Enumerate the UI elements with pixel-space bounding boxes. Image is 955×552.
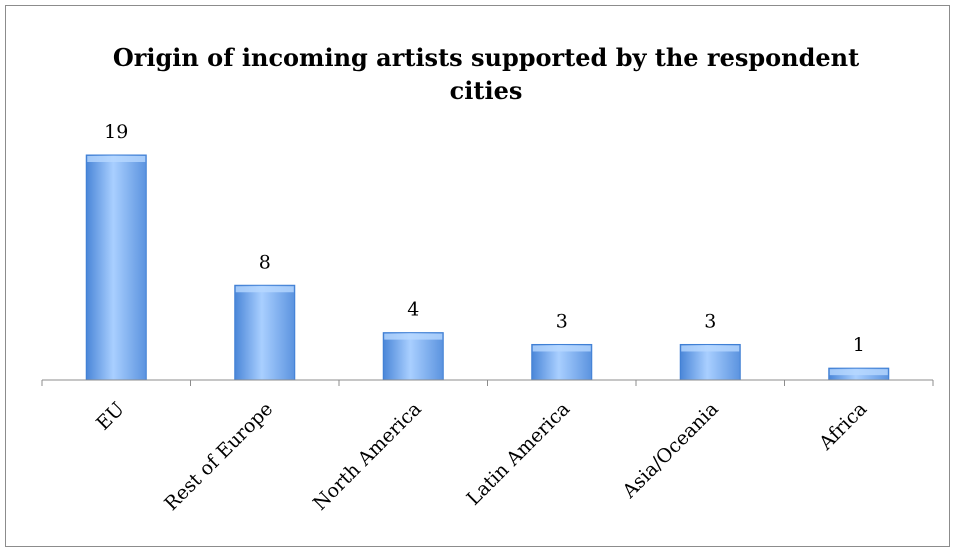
bar-highlight <box>87 156 146 162</box>
bar-highlight <box>532 345 591 352</box>
bar <box>234 284 296 381</box>
chart-frame <box>5 5 950 547</box>
bar <box>85 154 147 381</box>
data-label: 19 <box>104 121 128 143</box>
category-tick-label: Africa <box>814 398 871 455</box>
chart-title-line-2: cities <box>450 76 523 105</box>
bar-highlight <box>681 345 740 352</box>
category-tick-label: North America <box>309 398 426 515</box>
bar-highlight <box>235 286 294 293</box>
category-tick-label: Rest of Europe <box>160 398 277 515</box>
category-tick-label: Asia/Oceania <box>618 398 723 503</box>
data-label: 3 <box>704 310 716 332</box>
chart-title-line-1: Origin of incoming artists supported by … <box>113 43 859 72</box>
category-tick-label: EU <box>92 398 129 435</box>
plot-area: 19 EU 8 Rest of Europe 4 North America 3 Latin … <box>41 121 934 515</box>
data-label: 1 <box>853 334 865 356</box>
data-label: 3 <box>556 310 568 332</box>
data-label: 8 <box>259 251 271 273</box>
category-tick-label: Latin America <box>463 398 575 510</box>
bar-highlight <box>829 369 888 376</box>
bar-highlight <box>384 333 443 340</box>
bar <box>382 332 444 381</box>
data-label: 4 <box>407 299 419 321</box>
